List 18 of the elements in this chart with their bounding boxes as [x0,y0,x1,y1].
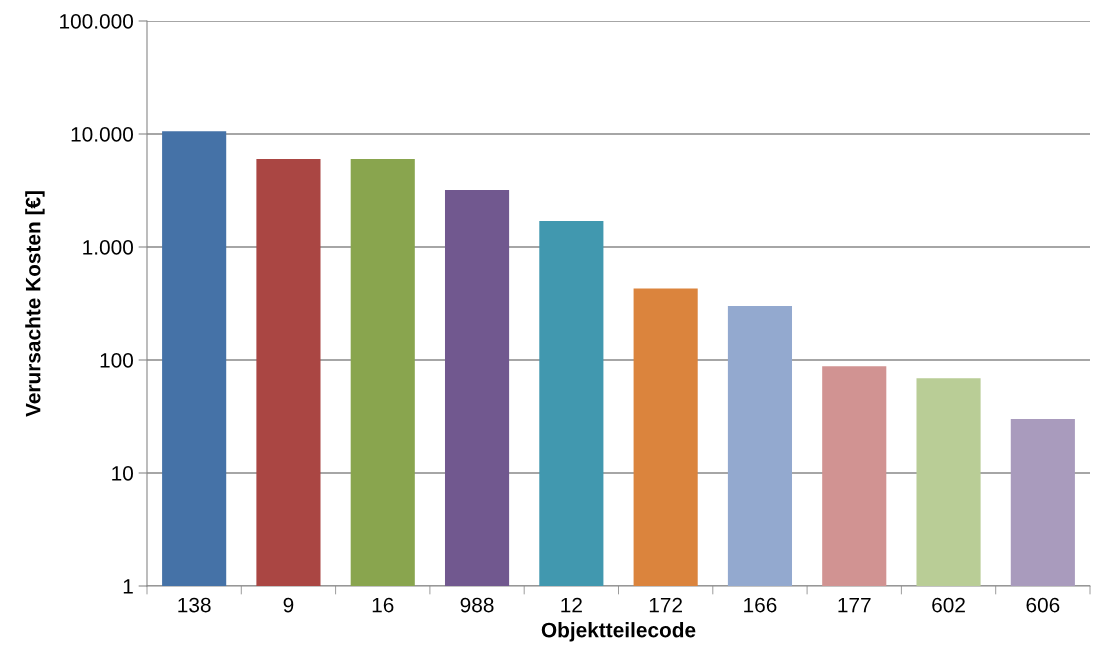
x-tick-label: 9 [283,597,294,613]
x-tick-label: 16 [372,597,394,613]
x-axis-title: Objektteilecode [541,622,696,642]
y-tick-label: 100 [100,353,133,368]
y-tick-label: 1.000 [83,240,133,255]
x-tick-label: 602 [932,597,965,613]
x-tick-label: 988 [460,597,494,613]
y-tick-label: 10 [112,466,133,481]
x-tick-label: 166 [744,597,777,613]
x-tick-label: 177 [838,597,871,613]
y-axis-title: Verursachte Kosten [€] [25,191,45,417]
x-tick-label: 138 [178,597,211,613]
x-tick-label: 12 [561,597,582,613]
y-tick-label: 100.000 [60,14,133,29]
x-tick-label: 606 [1026,597,1060,613]
x-tick-label: 172 [649,597,682,613]
y-tick-label: 1 [123,579,133,594]
y-tick-label: 10.000 [71,127,133,142]
